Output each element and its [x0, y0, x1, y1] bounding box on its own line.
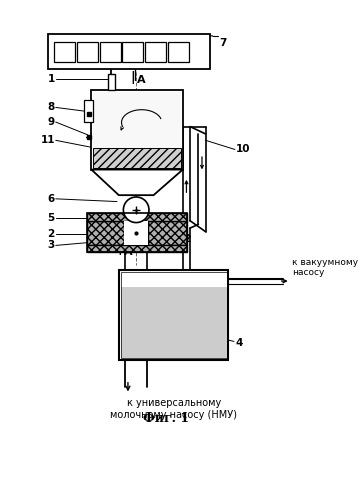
Bar [145, 42, 166, 62]
Bar [77, 42, 98, 62]
Text: 5: 5 [48, 213, 55, 223]
Polygon shape [91, 170, 183, 195]
Bar [148, 221, 187, 244]
Bar [120, 272, 227, 286]
Bar [122, 42, 143, 62]
Text: к универсальному
молочному насосу (НМУ): к универсальному молочному насосу (НМУ) [110, 398, 237, 419]
Text: молоко: молоко [149, 316, 199, 330]
Bar [120, 272, 227, 358]
Text: |: | [130, 70, 135, 84]
Bar [54, 42, 75, 62]
Text: к вакуумному
насосу: к вакуумному насосу [292, 258, 359, 278]
Text: 1: 1 [48, 74, 55, 84]
Circle shape [123, 197, 149, 222]
Bar [87, 214, 187, 252]
Text: 6: 6 [48, 194, 55, 204]
Bar [108, 74, 115, 90]
Text: А: А [124, 248, 133, 258]
Bar [124, 221, 148, 244]
Bar [87, 244, 187, 252]
Bar [48, 34, 210, 69]
Text: 11: 11 [40, 136, 55, 145]
Bar [93, 92, 181, 152]
Bar [93, 148, 181, 168]
Bar [87, 221, 124, 244]
Text: 9: 9 [48, 117, 55, 127]
Text: 7: 7 [219, 38, 227, 48]
Text: 4: 4 [236, 338, 243, 348]
Bar [119, 270, 229, 360]
Bar [91, 90, 183, 170]
Bar [87, 214, 187, 221]
Bar [100, 42, 120, 62]
Bar [168, 42, 189, 62]
Text: 3: 3 [48, 240, 55, 250]
Bar [84, 100, 93, 122]
Text: 12: 12 [178, 234, 193, 243]
Text: |: | [118, 242, 122, 256]
Text: 2: 2 [48, 228, 55, 238]
Text: А: А [137, 76, 146, 86]
Bar [120, 286, 227, 358]
Text: молоко: молоко [115, 94, 163, 104]
Text: 10: 10 [236, 144, 250, 154]
Text: Фиг. 1: Фиг. 1 [143, 412, 189, 426]
Text: 8: 8 [48, 102, 55, 113]
